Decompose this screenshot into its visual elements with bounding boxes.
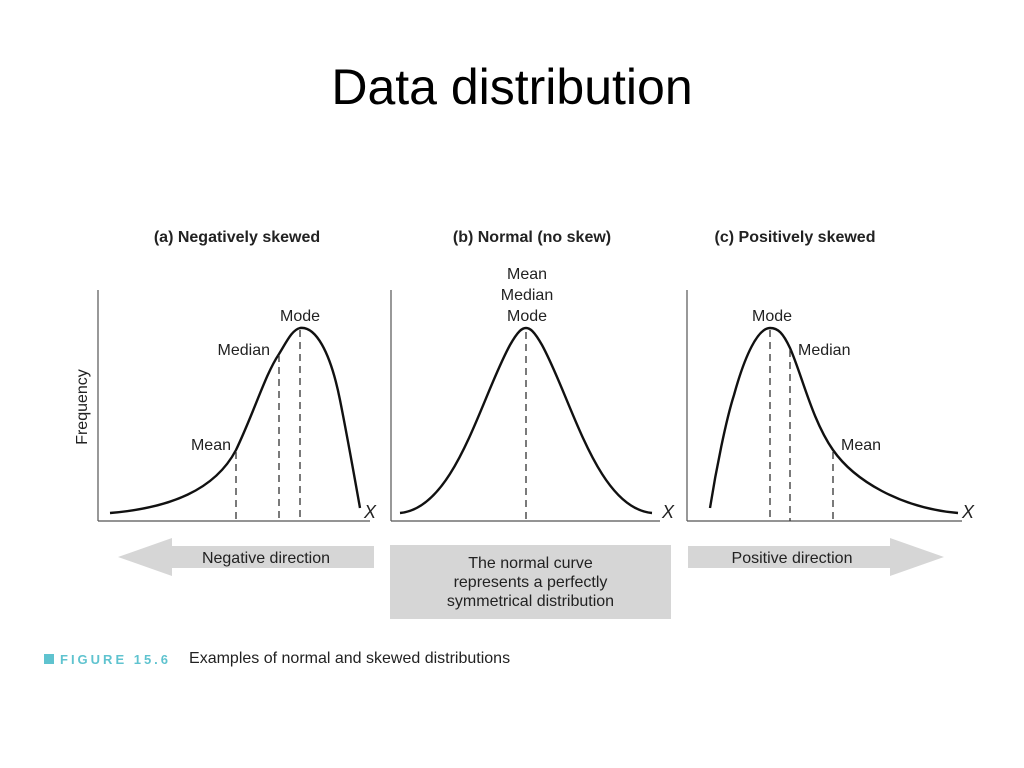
panel-c-mean-label: Mean <box>841 437 881 454</box>
panel-b-curve <box>399 326 653 515</box>
positive-direction-label: Positive direction <box>732 550 853 567</box>
caption-marker-icon <box>44 654 54 664</box>
positive-direction-arrow <box>688 538 944 576</box>
panel-c: Mode Median Mean X <box>686 290 975 522</box>
panel-b-median-label: Median <box>501 287 553 304</box>
normal-curve-note-line3: symmetrical distribution <box>446 592 615 610</box>
normal-curve-note: The normal curve represents a perfectly … <box>390 545 671 619</box>
panel-c-title: (c) Positively skewed <box>715 229 876 246</box>
panel-a-mean-label: Mean <box>191 437 231 454</box>
panel-b-mode-label: Mode <box>507 308 547 325</box>
caption-text: Examples of normal and skewed distributi… <box>189 650 511 667</box>
negative-direction-arrow <box>118 538 374 576</box>
panel-a-mode-label: Mode <box>280 308 320 325</box>
panel-c-mode-label: Mode <box>752 308 792 325</box>
panel-a-title: (a) Negatively skewed <box>154 229 320 246</box>
panel-a-x-symbol: X <box>363 502 377 522</box>
y-axis-label: Frequency <box>74 369 91 445</box>
panel-b-title: (b) Normal (no skew) <box>453 229 611 246</box>
normal-curve-note-line1: The normal curve <box>468 554 593 572</box>
caption-figure-label: FIGURE 15.6 <box>60 651 172 667</box>
panel-c-x-symbol: X <box>961 502 975 522</box>
panel-b-mean-label: Mean <box>507 266 547 283</box>
negative-direction-label: Negative direction <box>202 550 330 567</box>
panel-a-curve <box>109 326 362 515</box>
slide-title: Data distribution <box>331 59 693 115</box>
normal-curve-note-line2: represents a perfectly <box>453 573 608 591</box>
panel-c-curve <box>708 326 959 515</box>
panel-b: Mean Median Mode X <box>390 266 675 522</box>
panel-a-median-label: Median <box>218 342 270 359</box>
panel-c-median-label: Median <box>798 342 850 359</box>
panel-b-x-symbol: X <box>661 502 675 522</box>
figure-caption: FIGURE 15.6 Examples of normal and skewe… <box>44 648 510 670</box>
panel-a: Mode Median Mean X <box>97 290 377 522</box>
